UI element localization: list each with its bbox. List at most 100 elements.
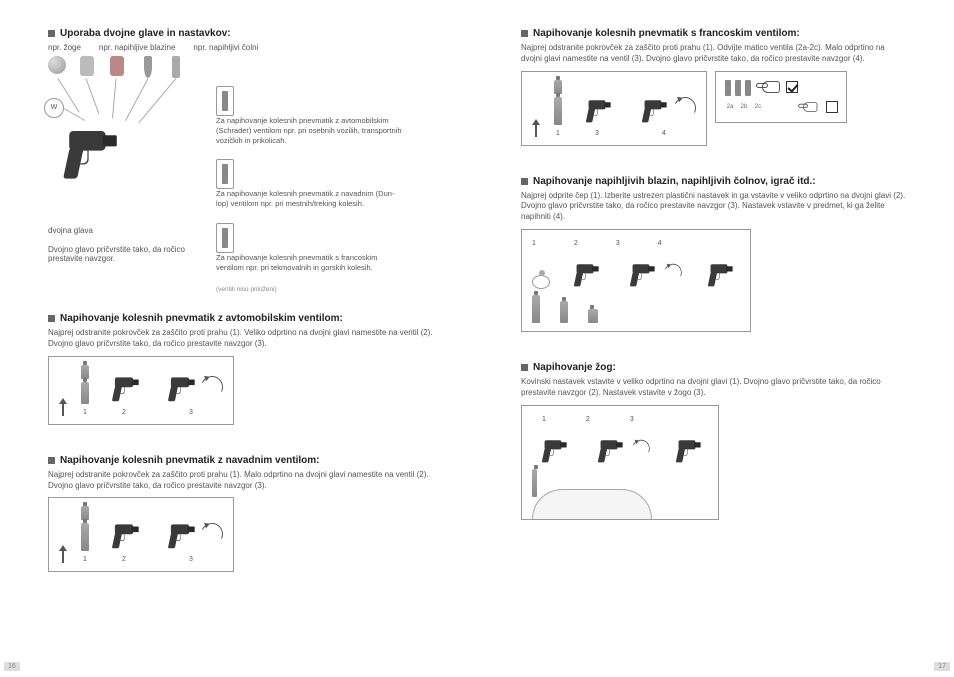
label-2b: 2b (738, 104, 750, 110)
lever-arc-icon (201, 376, 223, 404)
step-2: 2 (122, 409, 126, 416)
label-2c: 2c (752, 104, 764, 110)
pump-icon (571, 264, 598, 289)
section6-text: Kovinski nastavek vstavite v veliko odpr… (521, 377, 906, 399)
step-3: 3 (616, 240, 620, 247)
page-right: Napihovanje kolesnih pnevmatik s francos… (477, 0, 954, 677)
section5-title: Napihovanje napihljivih blazin, napihlji… (521, 176, 906, 187)
section2-text: Najprej odstranite pokrovček za zaščito … (48, 328, 433, 350)
step-3: 3 (189, 409, 193, 416)
up-arrow-icon (532, 117, 540, 137)
adapter-dunlop-row: Za napihovanje kolesnih pnevmatik z nava… (216, 159, 433, 209)
pump-icon (673, 440, 700, 465)
pump-head-icon (58, 131, 117, 184)
ventili-note: (ventili niso priloženi) (216, 286, 433, 293)
section-dual-head: Uporaba dvojne glave in nastavkov: npr. … (48, 28, 433, 293)
pump-step3-icon (583, 100, 610, 125)
section1-title: Uporaba dvojne glave in nastavkov: (48, 28, 433, 39)
mini-adapter-icon (725, 80, 731, 96)
check-icon (787, 82, 801, 92)
ball-icon (48, 56, 66, 74)
valve-icon (81, 382, 89, 404)
page-number-left: 16 (4, 662, 20, 671)
w-badge: W (44, 98, 64, 118)
valve-icon (81, 523, 89, 551)
diagram-presta: 1 3 4 (521, 71, 707, 146)
unscrew-panel: 2a 2b 2c (715, 71, 847, 123)
step-1: 1 (556, 130, 560, 137)
pump-step2-icon (109, 377, 138, 404)
lock-note: Dvojno glavo pričvrstite tako, da ročico… (48, 245, 198, 263)
step-1: 1 (532, 240, 536, 247)
diagram-balls: 1 2 3 (521, 405, 719, 520)
cap-icon (81, 506, 89, 520)
section4-text: Najprej odstranite pokrovček za zaščito … (521, 43, 906, 65)
section6-title: Napihovanje žog: (521, 362, 906, 373)
label-balls: npr. žoge (48, 43, 81, 52)
checkbox-empty (826, 101, 838, 113)
pump-icon (705, 264, 732, 289)
up-arrow-icon (59, 543, 67, 563)
step-2: 2 (586, 416, 590, 423)
dunlop-text: Za napihovanje kolesnih pnevmatik z nava… (216, 189, 403, 209)
section2-title: Napihovanje kolesnih pnevmatik z avtomob… (48, 313, 433, 324)
section3-title: Napihovanje kolesnih pnevmatik z navadni… (48, 455, 433, 466)
plastic-adapter-icon (588, 309, 598, 323)
schrader-text: Za napihovanje kolesnih pnevmatik z avto… (216, 116, 403, 145)
dunlop-adapter-icon (216, 159, 234, 189)
label-2a: 2a (724, 104, 736, 110)
pump-icon (539, 440, 566, 465)
tube-adapter-icon (172, 56, 180, 78)
pump-step4-icon (639, 100, 666, 125)
step-1: 1 (542, 416, 546, 423)
step-3: 3 (595, 130, 599, 137)
page-left: Uporaba dvojne glave in nastavkov: npr. … (0, 0, 477, 677)
step-2: 2 (574, 240, 578, 247)
diagram-auto: 1 2 3 (48, 356, 234, 425)
presta-text: Za napihovanje kolesnih pnevmatik s fran… (216, 253, 403, 273)
up-arrow-icon (59, 396, 67, 416)
cone-adapter2-icon (110, 56, 124, 76)
section3-text: Najprej odstranite pokrovček za zaščito … (48, 470, 433, 492)
presta-adapter-icon (216, 223, 234, 253)
pump-step2-icon (109, 525, 138, 552)
step-4: 4 (658, 240, 662, 247)
needle-icon (532, 469, 537, 497)
label-mattress: npr. napihljive blazine (99, 43, 176, 52)
pump-step3-icon (165, 377, 194, 404)
page-number-right: 17 (934, 662, 950, 671)
section4-title: Napihovanje kolesnih pnevmatik s francos… (521, 28, 906, 39)
section-presta-valve: Napihovanje kolesnih pnevmatik s francos… (521, 28, 906, 160)
lever-arc-icon (632, 439, 650, 461)
step-3: 3 (630, 416, 634, 423)
needle-adapter-icon (144, 56, 152, 78)
cap-icon (81, 365, 89, 379)
top-diagram-area: W dvojna glava Dvojno glavo pričvrstite … (48, 56, 433, 293)
diagram-dunlop: 1 2 3 (48, 497, 234, 572)
section-balls: Napihovanje žog: Kovinski nastavek vstav… (521, 362, 906, 534)
cap-icon (554, 80, 562, 94)
step-1: 1 (83, 556, 87, 563)
step-1: 1 (83, 409, 87, 416)
cone-adapter-icon (80, 56, 94, 76)
adapter-presta-row: Za napihovanje kolesnih pnevmatik s fran… (216, 223, 433, 273)
checkbox-checked (786, 81, 798, 93)
hand-icon (796, 99, 817, 113)
top-labels: npr. žoge npr. napihljive blazine npr. n… (48, 43, 433, 52)
step-4: 4 (662, 130, 666, 137)
pump-icon (595, 440, 622, 465)
mini-adapter-icon (745, 80, 751, 96)
step-3: 3 (189, 556, 193, 563)
lever-arc-icon (201, 523, 223, 551)
lever-arc-icon (664, 264, 682, 286)
mini-adapter-icon (735, 80, 741, 96)
section-auto-valve: Napihovanje kolesnih pnevmatik z avtomob… (48, 313, 433, 439)
plastic-adapter-icon (532, 295, 540, 323)
dvojna-glava-label: dvojna glava (48, 226, 198, 235)
step-2: 2 (122, 556, 126, 563)
pump-step3-icon (165, 525, 194, 552)
ball-surface-icon (532, 489, 652, 519)
section5-text: Najprej odprite čep (1). Izberite ustrez… (521, 191, 906, 223)
section-dunlop-valve: Napihovanje kolesnih pnevmatik z navadni… (48, 455, 433, 587)
adapter-schrader-row: Za napihovanje kolesnih pnevmatik z avto… (216, 86, 433, 145)
